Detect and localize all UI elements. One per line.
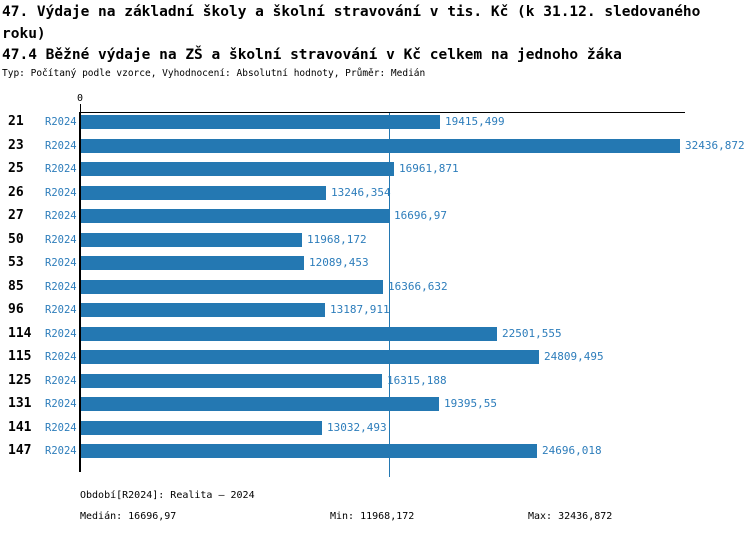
series-period-label: R2024 xyxy=(45,257,77,269)
bar-value-label: 24696,018 xyxy=(542,444,602,457)
bar-value-label: 16961,871 xyxy=(399,162,459,175)
bar-value-label: 16366,632 xyxy=(388,279,448,293)
category-label: 53 xyxy=(8,255,24,270)
series-period-label: R2024 xyxy=(45,445,77,457)
series-period-label: R2024 xyxy=(45,398,77,410)
value-bar xyxy=(81,326,497,341)
category-label: 85 xyxy=(8,278,24,294)
category-label: 96 xyxy=(8,302,24,317)
stat-max-label: Max: 32436,872 xyxy=(528,511,613,522)
series-period-label: R2024 xyxy=(45,280,77,293)
bar-value-label: 16696,97 xyxy=(394,209,447,222)
series-period-label: R2024 xyxy=(45,210,77,222)
chart-type-subtitle: Typ: Počítaný podle vzorce, Vyhodnocení:… xyxy=(2,68,426,79)
bar-value-label: 13032,493 xyxy=(327,420,387,434)
series-period-label: R2024 xyxy=(45,327,77,340)
stat-min-label: Min: 11968,172 xyxy=(330,511,415,522)
y-axis-line xyxy=(79,112,81,472)
category-label: 27 xyxy=(8,208,24,223)
bar-value-label: 22501,555 xyxy=(502,326,562,340)
bar-value-label: 24809,495 xyxy=(544,350,604,363)
value-bar xyxy=(81,303,325,317)
series-period-label: R2024 xyxy=(45,139,77,152)
bar-value-label: 13187,911 xyxy=(330,303,390,316)
series-period-label: R2024 xyxy=(45,304,77,316)
value-bar xyxy=(81,444,537,458)
bar-value-label: 11968,172 xyxy=(307,232,367,246)
bar-value-label: 19415,499 xyxy=(445,115,505,128)
x-axis-zero-tick-label: 0 xyxy=(76,93,84,104)
value-bar xyxy=(81,420,322,435)
legend-period-label: Období[R2024]: Realita – 2024 xyxy=(80,490,255,501)
category-label: 141 xyxy=(8,419,32,435)
x-axis-line xyxy=(80,112,685,113)
x-axis-zero-tick-mark xyxy=(80,104,81,112)
category-label: 125 xyxy=(8,372,32,388)
category-label: 114 xyxy=(8,325,32,341)
value-bar xyxy=(81,256,304,270)
category-label: 26 xyxy=(8,184,24,200)
stat-median-label: Medián: 16696,97 xyxy=(80,511,177,522)
category-label: 50 xyxy=(8,231,24,247)
value-bar xyxy=(81,209,389,223)
series-period-label: R2024 xyxy=(45,163,77,175)
chart-group-title: 47. Výdaje na základní školy a školní st… xyxy=(2,4,701,42)
series-period-label: R2024 xyxy=(45,421,77,434)
value-bar xyxy=(81,232,302,247)
category-label: 23 xyxy=(8,137,24,153)
bar-value-label: 16315,188 xyxy=(387,373,447,387)
category-label: 21 xyxy=(8,114,24,129)
series-period-label: R2024 xyxy=(45,351,77,363)
value-bar xyxy=(81,162,394,176)
page-title: 47. Výdaje na základní školy a školní st… xyxy=(2,2,749,67)
median-marker-line xyxy=(389,113,390,477)
value-bar xyxy=(81,115,440,129)
value-bar xyxy=(81,138,680,153)
series-period-label: R2024 xyxy=(45,233,77,246)
value-bar xyxy=(81,279,383,294)
value-bar xyxy=(81,185,326,200)
category-label: 131 xyxy=(8,396,32,411)
bar-value-label: 13246,354 xyxy=(331,185,391,199)
bar-value-label: 32436,872 xyxy=(685,138,745,152)
category-label: 115 xyxy=(8,349,32,364)
bar-value-label: 19395,55 xyxy=(444,397,497,410)
value-bar xyxy=(81,397,439,411)
series-period-label: R2024 xyxy=(45,186,77,199)
chart-subgroup-title: 47.4 Běžné výdaje na ZŠ a školní stravov… xyxy=(2,47,622,63)
value-bar xyxy=(81,350,539,364)
bar-value-label: 12089,453 xyxy=(309,256,369,269)
category-label: 147 xyxy=(8,443,32,458)
category-label: 25 xyxy=(8,161,24,176)
series-period-label: R2024 xyxy=(45,374,77,387)
series-period-label: R2024 xyxy=(45,116,77,128)
value-bar xyxy=(81,373,382,388)
